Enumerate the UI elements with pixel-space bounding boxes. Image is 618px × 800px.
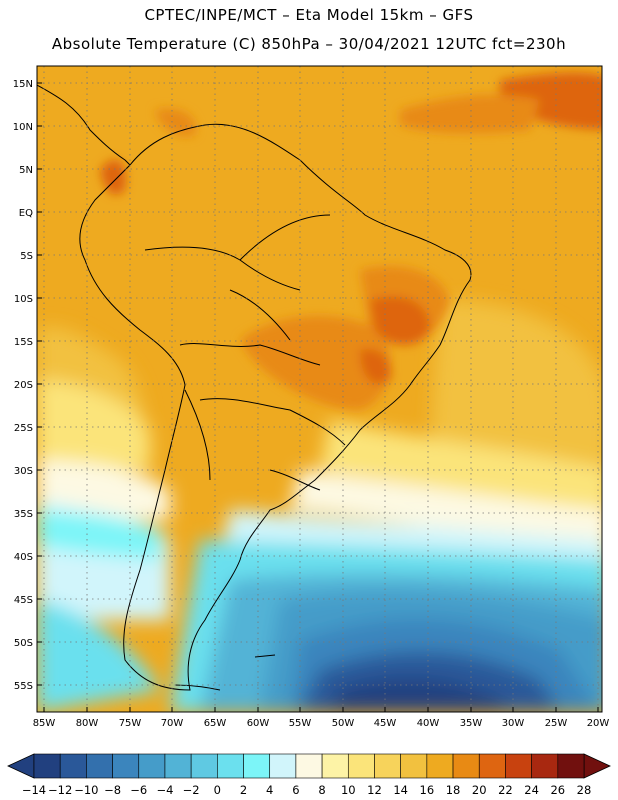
colorbar-swatch (295, 753, 323, 779)
lon-label: 85W (33, 718, 56, 729)
title-model: CPTEC/INPE/MCT – Eta Model 15km – GFS (144, 6, 474, 24)
lat-label: 15N (13, 79, 33, 90)
lon-label: 35W (460, 718, 483, 729)
colorbar-swatch (452, 753, 480, 779)
colorbar-label: 0 (214, 783, 221, 797)
colorbar-label: 10 (341, 783, 356, 797)
colorbar-swatch (33, 753, 61, 779)
colorbar-swatch (557, 753, 585, 779)
colorbar-swatch (400, 753, 428, 779)
colorbar-label: −10 (74, 783, 98, 797)
axis-ticks (37, 82, 599, 712)
colorbar-swatch (426, 753, 454, 779)
lat-label: 30S (14, 466, 33, 477)
colorbar-swatch (112, 753, 140, 779)
lon-label: 80W (76, 718, 99, 729)
colorbar-swatch (164, 753, 192, 779)
colorbar: −14 −12 −10 −8 −6 −4 −2 0 2 4 6 8 10 12 14 16 18 20 22 24 26… (7, 753, 611, 797)
lon-label: 65W (204, 718, 227, 729)
colorbar-swatch (505, 753, 532, 779)
lon-label: 60W (247, 718, 270, 729)
lat-label: 50S (14, 638, 33, 649)
lat-label: 55S (14, 681, 33, 692)
colorbar-label: 20 (472, 783, 487, 797)
colorbar-label: 12 (367, 783, 382, 797)
colorbar-low-arrow (7, 753, 35, 779)
lat-label: 40S (14, 552, 33, 563)
colorbar-label: 6 (292, 783, 299, 797)
lat-label: 5N (19, 165, 33, 176)
colorbar-swatch (190, 753, 218, 779)
lon-label: 70W (161, 718, 184, 729)
graticule (37, 66, 602, 712)
colorbar-label: −4 (156, 783, 173, 797)
latitude-labels: 15N 10N 5N EQ 5S 10S 15S 20S 25S 30S 35S… (13, 79, 33, 692)
temperature-field (37, 66, 602, 712)
colorbar-swatch (269, 753, 297, 779)
colorbar-label: −8 (104, 783, 121, 797)
map-frame (36, 65, 603, 713)
colorbar-swatch (531, 753, 559, 779)
lat-label: EQ (19, 208, 33, 219)
colorbar-swatch (374, 753, 401, 779)
lat-label: 10N (13, 122, 33, 133)
colorbar-label: 24 (524, 783, 539, 797)
lat-label: 5S (20, 251, 33, 262)
lon-label: 25W (545, 718, 568, 729)
colorbar-label: −12 (48, 783, 72, 797)
colorbar-swatch (138, 753, 166, 779)
lon-label: 45W (374, 718, 397, 729)
title-field: Absolute Temperature (C) 850hPa – 30/04/… (51, 35, 567, 53)
lon-label: 40W (417, 718, 440, 729)
colorbar-label: 8 (318, 783, 325, 797)
colorbar-label: −14 (22, 783, 46, 797)
lon-label: 75W (119, 718, 142, 729)
lat-label: 25S (14, 423, 33, 434)
colorbar-label: −2 (183, 783, 200, 797)
lat-label: 15S (14, 337, 33, 348)
colorbar-swatch (243, 753, 271, 779)
colorbar-swatch (321, 753, 349, 779)
colorbar-swatch (86, 753, 113, 779)
longitude-labels: 85W 80W 75W 70W 65W 60W 55W 50W 45W 40W … (33, 718, 610, 729)
lat-label: 20S (14, 380, 33, 391)
colorbar-label: 22 (498, 783, 513, 797)
lon-label: 50W (332, 718, 355, 729)
lon-label: 55W (289, 718, 312, 729)
lat-label: 45S (14, 595, 33, 606)
colorbar-swatch (347, 753, 375, 779)
colorbar-label: 28 (577, 783, 592, 797)
lon-label: 20W (587, 718, 610, 729)
lon-label: 30W (502, 718, 525, 729)
colorbar-label: 2 (240, 783, 247, 797)
colorbar-high-arrow (583, 753, 611, 779)
colorbar-swatch (59, 753, 87, 779)
colorbar-label: 26 (550, 783, 565, 797)
lat-label: 10S (14, 294, 33, 305)
colorbar-label: 16 (420, 783, 435, 797)
colorbar-swatch (217, 753, 244, 779)
lat-label: 35S (14, 509, 33, 520)
colorbar-label: −6 (130, 783, 147, 797)
colorbar-swatch (478, 753, 506, 779)
colorbar-label: 18 (446, 783, 461, 797)
colorbar-label: 4 (266, 783, 273, 797)
colorbar-label: 14 (393, 783, 408, 797)
